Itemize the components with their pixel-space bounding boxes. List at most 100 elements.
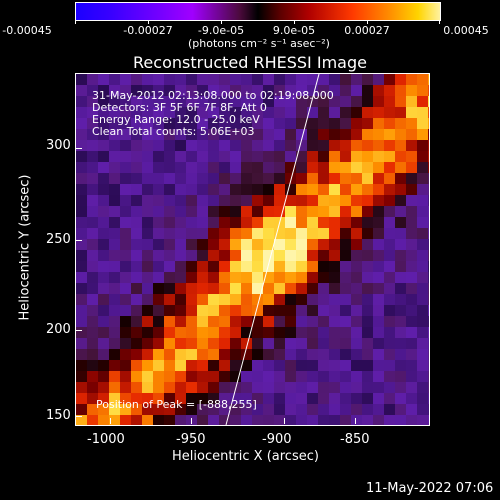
map-pixel [175,272,186,283]
map-pixel [87,140,98,151]
map-pixel [175,195,186,206]
map-pixel [164,195,175,206]
map-pixel [186,118,197,129]
map-pixel [175,184,186,195]
map-pixel [197,305,208,316]
map-pixel [406,173,417,184]
map-pixel [175,173,186,184]
map-pixel [263,162,274,173]
map-pixel [186,140,197,151]
map-pixel [351,184,362,195]
map-pixel [307,283,318,294]
map-pixel [296,140,307,151]
map-pixel [153,371,164,382]
map-pixel [241,272,252,283]
map-pixel [362,118,373,129]
map-pixel [285,349,296,360]
map-pixel [197,96,208,107]
map-pixel [142,195,153,206]
map-pixel [241,371,252,382]
map-pixel [329,327,340,338]
map-pixel [120,151,131,162]
map-pixel [296,283,307,294]
map-pixel [395,382,406,393]
map-pixel [329,360,340,371]
map-pixel [241,228,252,239]
map-pixel [120,239,131,250]
map-pixel [318,118,329,129]
map-pixel [87,206,98,217]
map-pixel [241,151,252,162]
map-pixel [296,129,307,140]
map-pixel [362,195,373,206]
map-pixel [395,404,406,415]
map-pixel [296,206,307,217]
map-pixel [351,294,362,305]
map-pixel [230,349,241,360]
map-pixel [252,195,263,206]
map-pixel [208,305,219,316]
map-pixel [175,239,186,250]
map-pixel [219,184,230,195]
y-tick [76,330,82,331]
map-pixel [362,129,373,140]
map-pixel [285,173,296,184]
map-pixel [109,140,120,151]
map-pixel [351,85,362,96]
map-pixel [384,261,395,272]
map-pixel [263,173,274,184]
map-pixel [417,228,428,239]
map-pixel [76,272,87,283]
map-pixel [241,316,252,327]
map-pixel [175,294,186,305]
map-pixel [285,382,296,393]
map-pixel [362,206,373,217]
map-pixel [373,360,384,371]
map-pixel [197,415,208,425]
map-pixel [351,173,362,184]
map-pixel [208,151,219,162]
map-pixel [362,217,373,228]
map-pixel [186,272,197,283]
map-pixel [109,327,120,338]
map-pixel [87,129,98,140]
map-pixel [153,327,164,338]
map-pixel [120,349,131,360]
map-pixel [252,360,263,371]
map-pixel [252,294,263,305]
map-pixel [373,85,384,96]
map-pixel [395,107,406,118]
map-pixel [164,294,175,305]
map-pixel [153,173,164,184]
map-pixel [395,173,406,184]
map-pixel [98,85,109,96]
map-pixel [384,228,395,239]
map-pixel [76,140,87,151]
map-pixel [164,129,175,140]
map-pixel [395,415,406,425]
map-pixel [120,261,131,272]
map-pixel [208,294,219,305]
colorbar-tick-label: -0.00045 [2,24,52,37]
map-pixel [351,338,362,349]
map-pixel [417,195,428,206]
map-pixel [208,107,219,118]
map-pixel [318,250,329,261]
map-pixel [395,360,406,371]
map-pixel [197,327,208,338]
map-pixel [98,327,109,338]
map-pixel [362,107,373,118]
map-pixel [318,360,329,371]
map-pixel [307,118,318,129]
map-pixel [164,316,175,327]
map-pixel [219,305,230,316]
map-pixel [296,228,307,239]
map-pixel [76,404,87,415]
map-pixel [274,327,285,338]
map-pixel [109,162,120,173]
map-pixel [241,393,252,404]
map-pixel [186,184,197,195]
map-pixel [175,305,186,316]
map-pixel [285,107,296,118]
map-pixel [241,360,252,371]
